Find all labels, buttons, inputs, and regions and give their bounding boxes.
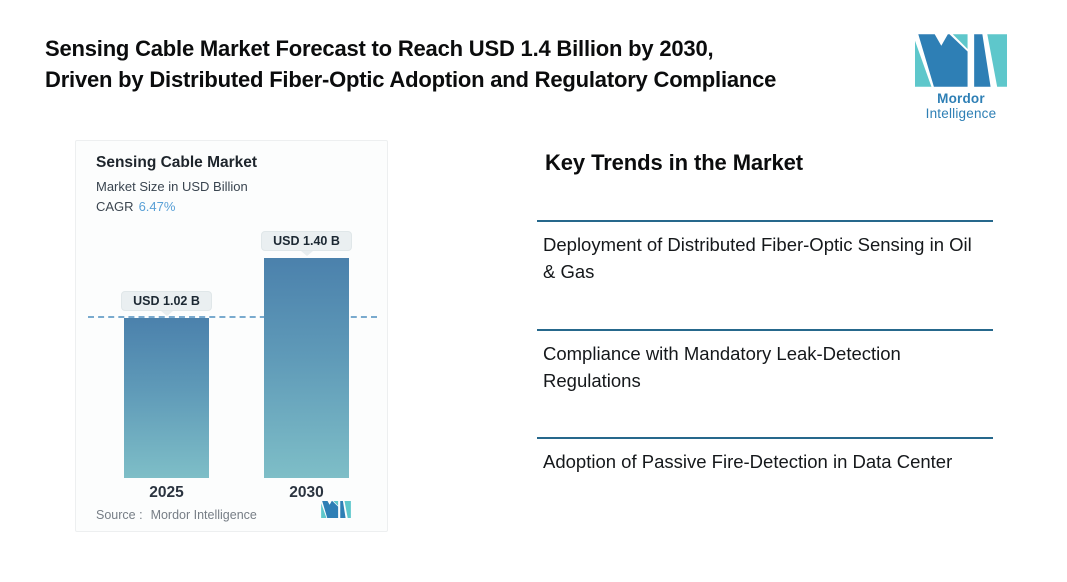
trend-item-text: Deployment of Distributed Fiber-Optic Se…	[543, 234, 972, 282]
trend-item: Compliance with Mandatory Leak-Detection…	[537, 329, 993, 394]
mordor-mini-logo-icon	[321, 501, 351, 523]
trend-item-text: Adoption of Passive Fire-Detection in Da…	[543, 451, 953, 472]
value-callout-2025: USD 1.02 B	[121, 291, 212, 311]
callout-pointer-icon	[160, 311, 173, 316]
cagr-row: CAGR 6.47%	[96, 199, 175, 214]
trend-item: Deployment of Distributed Fiber-Optic Se…	[537, 220, 993, 285]
value-label-2030: USD 1.40 B	[273, 234, 340, 248]
page-title-line2: Driven by Distributed Fiber-Optic Adopti…	[45, 67, 777, 92]
value-label-2025: USD 1.02 B	[133, 294, 200, 308]
callout-pointer-icon	[300, 251, 313, 256]
bar-2025	[124, 318, 209, 478]
brand-logo: Mordor Intelligence	[905, 34, 1017, 121]
brand-wordmark: Mordor Intelligence	[905, 91, 1017, 121]
cagr-label: CAGR	[96, 199, 134, 214]
cagr-value: 6.47%	[138, 199, 176, 214]
reference-dashed-line	[88, 316, 377, 318]
source-label: Source :	[96, 508, 143, 522]
bar-group-2025: USD 1.02 B	[121, 291, 212, 478]
key-trends-heading: Key Trends in the Market	[545, 150, 804, 175]
x-axis-label-2025: 2025	[149, 484, 184, 501]
value-callout-2030: USD 1.40 B	[261, 231, 352, 251]
page-title: Sensing Cable Market Forecast to Reach U…	[45, 33, 915, 95]
brand-wordmark-regular: Intelligence	[925, 106, 997, 121]
bar-chart-plot: USD 1.02 B USD 1.40 B	[88, 231, 377, 478]
trend-item: Adoption of Passive Fire-Detection in Da…	[537, 437, 993, 475]
chart-title: Sensing Cable Market	[96, 154, 258, 171]
x-axis-label-2030: 2030	[289, 484, 324, 501]
chart-subtitle: Market Size in USD Billion	[96, 179, 248, 194]
key-trends-section: Key Trends in the Market Deployment of D…	[537, 150, 993, 472]
brand-wordmark-bold: Mordor	[937, 91, 985, 106]
chart-card: Sensing Cable Market Market Size in USD …	[75, 140, 388, 532]
bar-group-2030: USD 1.40 B	[261, 231, 352, 478]
source-attribution: Source : Mordor Intelligence	[96, 508, 257, 522]
bar-2030	[264, 258, 349, 478]
source-value: Mordor Intelligence	[150, 508, 257, 522]
trend-item-text: Compliance with Mandatory Leak-Detection…	[543, 343, 901, 391]
mordor-intelligence-logo-icon	[905, 34, 1017, 87]
page-title-line1: Sensing Cable Market Forecast to Reach U…	[45, 36, 714, 61]
